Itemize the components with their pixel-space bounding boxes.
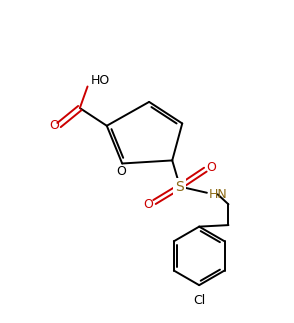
Text: S: S xyxy=(176,180,184,193)
Text: O: O xyxy=(207,161,216,174)
Text: HO: HO xyxy=(91,74,110,87)
Text: Cl: Cl xyxy=(193,294,205,307)
Text: HN: HN xyxy=(208,188,227,201)
Text: O: O xyxy=(49,119,59,132)
Text: O: O xyxy=(116,165,126,178)
Text: O: O xyxy=(143,198,153,211)
